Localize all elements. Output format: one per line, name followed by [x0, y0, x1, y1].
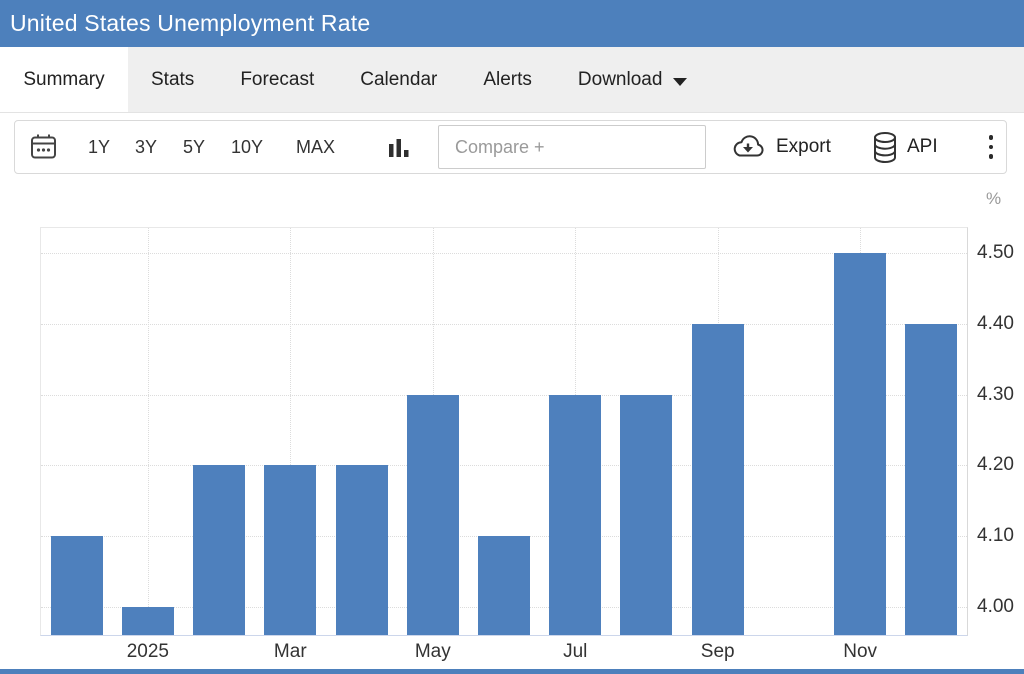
range-5y-label: 5Y [183, 136, 206, 157]
export-button[interactable]: Export [729, 121, 831, 173]
tab-stats-label: Stats [151, 68, 195, 90]
page-title: United States Unemployment Rate [10, 10, 371, 36]
bar[interactable] [691, 324, 744, 635]
tab-download-label: Download [577, 68, 663, 90]
range-1y-label: 1Y [88, 136, 111, 157]
tab-calendar[interactable]: Calendar [337, 47, 460, 112]
tab-bar: Summary Stats Forecast Calendar Alerts D… [0, 47, 1024, 113]
y-axis-tick-label: 4.40 [977, 313, 1014, 335]
tab-summary[interactable]: Summary [0, 47, 128, 112]
tab-forecast[interactable]: Forecast [217, 47, 337, 112]
title-bar: United States Unemployment Rate [0, 0, 1024, 47]
bar[interactable] [549, 394, 602, 635]
bar[interactable] [264, 465, 317, 635]
y-axis-tick-label: 4.00 [977, 595, 1014, 617]
tab-alerts-label: Alerts [483, 68, 532, 90]
tab-alerts[interactable]: Alerts [460, 47, 555, 112]
bar[interactable] [335, 465, 388, 635]
bar[interactable] [121, 606, 174, 635]
chart-toolbar: 1Y 3Y 5Y 10Y MAX Export [14, 120, 1007, 174]
database-icon [874, 131, 896, 163]
y-gridline [41, 324, 967, 326]
tab-summary-label: Summary [23, 68, 105, 90]
column-chart-icon [389, 139, 409, 157]
bar[interactable] [834, 253, 887, 635]
bar[interactable] [406, 394, 459, 635]
x-axis-tick-label: Sep [700, 641, 735, 662]
y-axis-tick-label: 4.10 [977, 525, 1014, 547]
export-label: Export [776, 136, 831, 157]
compare-input[interactable] [438, 125, 706, 169]
cloud-download-icon [733, 134, 764, 157]
range-1y-button[interactable]: 1Y [88, 121, 110, 173]
y-axis-tick-label: 4.30 [977, 383, 1014, 405]
api-label: API [907, 136, 938, 157]
caret-down-icon [673, 77, 688, 86]
x-axis-tick-label: 2025 [126, 641, 169, 662]
calendar-icon [31, 134, 56, 159]
x-gridline [290, 228, 292, 635]
x-gridline [147, 228, 149, 635]
plot-area [40, 227, 968, 636]
range-max-button[interactable]: MAX [296, 121, 335, 173]
tab-calendar-label: Calendar [360, 68, 438, 90]
y-axis-unit-label: % [986, 189, 1002, 208]
bar[interactable] [905, 324, 958, 635]
bar[interactable] [478, 536, 530, 635]
y-axis-tick-label: 4.20 [977, 454, 1014, 476]
tab-download[interactable]: Download [555, 47, 711, 112]
x-axis-tick-label: Nov [843, 641, 878, 662]
x-axis-tick-label: Mar [273, 641, 307, 662]
y-gridline [41, 465, 967, 467]
range-max-label: MAX [296, 136, 336, 157]
y-gridline [41, 253, 967, 255]
range-3y-button[interactable]: 3Y [135, 121, 157, 173]
x-axis-tick-label: May [414, 641, 451, 662]
tab-stats[interactable]: Stats [128, 47, 217, 112]
tab-forecast-label: Forecast [240, 68, 315, 90]
more-options-button[interactable] [984, 121, 998, 173]
chart-type-button[interactable] [388, 121, 410, 173]
date-range-picker-button[interactable] [30, 121, 57, 173]
bar[interactable] [620, 394, 673, 635]
bar[interactable] [50, 536, 103, 635]
kebab-menu-icon [988, 135, 994, 159]
range-10y-button[interactable]: 10Y [231, 121, 263, 173]
api-button[interactable]: API [872, 121, 938, 173]
range-10y-label: 10Y [231, 136, 264, 157]
x-axis-tick-label: Jul [563, 641, 588, 662]
range-5y-button[interactable]: 5Y [183, 121, 205, 173]
y-axis-tick-label: 4.50 [977, 242, 1014, 264]
y-gridline [41, 394, 967, 396]
bar[interactable] [193, 465, 246, 635]
range-3y-label: 3Y [135, 136, 158, 157]
bottom-section-edge [0, 669, 1024, 674]
